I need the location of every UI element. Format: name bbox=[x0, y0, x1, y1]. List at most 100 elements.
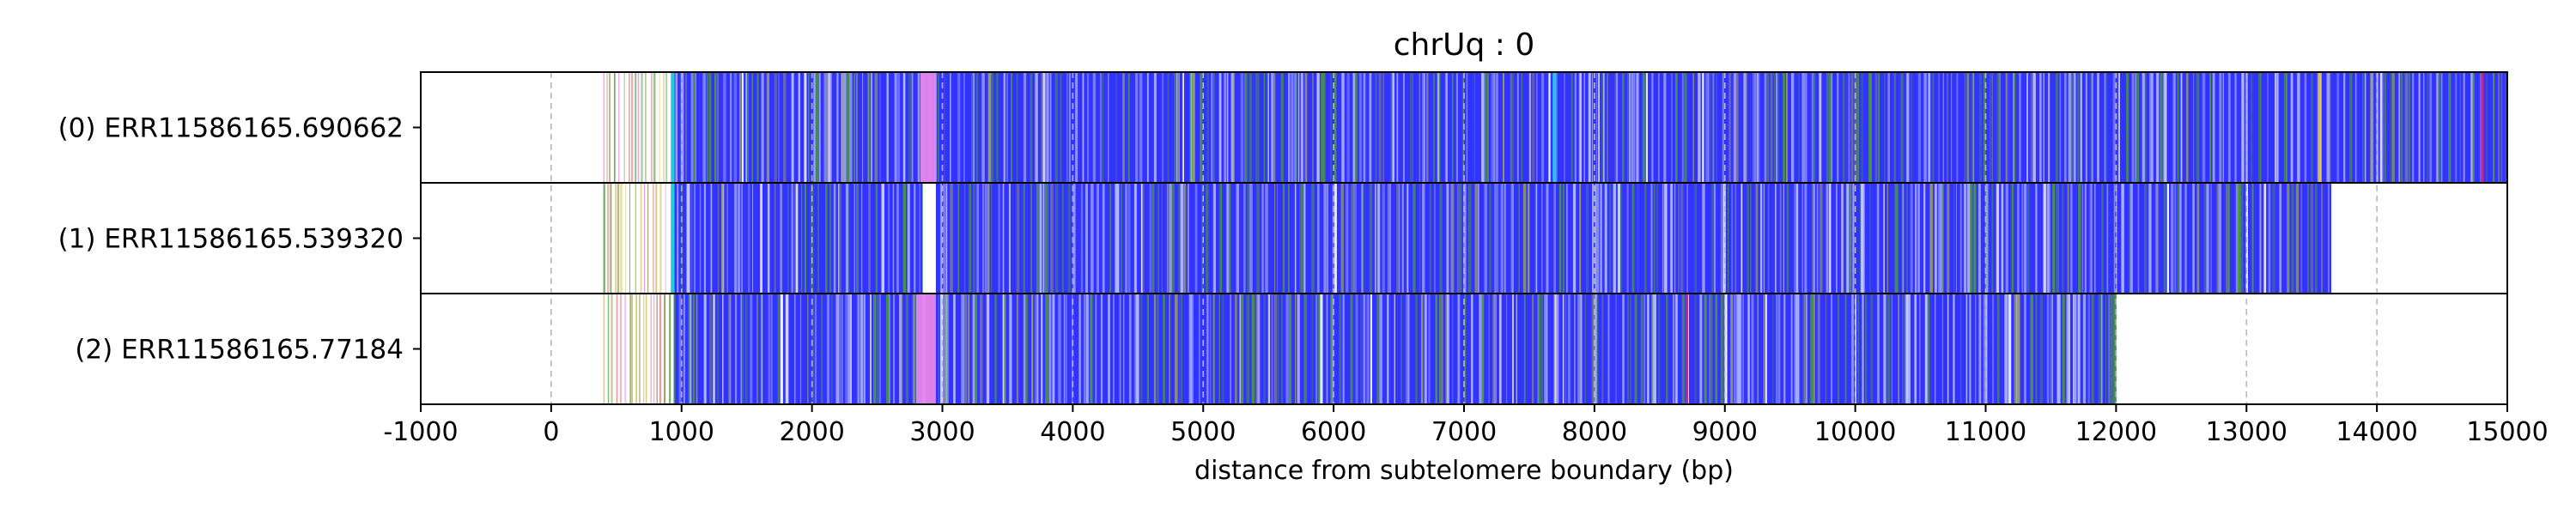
track-mark bbox=[1751, 294, 1754, 404]
track-mark bbox=[1119, 294, 1121, 404]
track-mark bbox=[1643, 294, 1645, 404]
track-mark bbox=[1046, 72, 1049, 183]
track-mark bbox=[796, 183, 799, 294]
track-mark bbox=[987, 183, 990, 294]
track-mark bbox=[841, 294, 843, 404]
track-mark bbox=[625, 183, 627, 294]
track-mark bbox=[950, 72, 951, 183]
track-mark bbox=[1116, 183, 1120, 294]
track-mark bbox=[744, 294, 748, 404]
track-mark bbox=[1681, 72, 1684, 183]
x-tick-label: 14000 bbox=[2336, 417, 2417, 447]
track-mark bbox=[2404, 72, 2407, 183]
track-mark bbox=[2066, 294, 2068, 404]
track-labels: (0) ERR11586165.690662 (1) ERR11586165.53… bbox=[58, 113, 421, 366]
track-mark bbox=[1554, 294, 1557, 404]
track-mark bbox=[1728, 72, 1732, 183]
track-mark bbox=[945, 183, 948, 294]
track-mark bbox=[1516, 72, 1519, 183]
track-mark bbox=[1861, 72, 1863, 183]
track-mark bbox=[635, 294, 637, 404]
track-mark bbox=[862, 72, 864, 183]
track-mark bbox=[1783, 294, 1786, 404]
track-mark bbox=[2048, 183, 2050, 294]
track-mark bbox=[659, 72, 660, 183]
track-mark bbox=[1767, 72, 1770, 183]
track-mark bbox=[1084, 294, 1085, 404]
track-mark bbox=[2258, 72, 2262, 183]
track-mark bbox=[1149, 183, 1151, 294]
track-mark bbox=[1008, 183, 1011, 294]
track-mark bbox=[1562, 294, 1564, 404]
track-mark bbox=[1720, 294, 1723, 404]
track-mark bbox=[1578, 294, 1582, 404]
track-mark bbox=[614, 72, 616, 183]
track-mark bbox=[1891, 294, 1893, 404]
track-mark bbox=[1813, 294, 1815, 404]
track-mark bbox=[708, 72, 712, 183]
track-mark bbox=[912, 294, 915, 404]
track-mark bbox=[1601, 72, 1604, 183]
track-mark bbox=[963, 72, 965, 183]
track-mark bbox=[843, 72, 847, 183]
track-mark bbox=[1955, 183, 1957, 294]
track-mark bbox=[1086, 72, 1090, 183]
track-mark bbox=[1850, 72, 1854, 183]
track-mark bbox=[1811, 72, 1814, 183]
track-mark bbox=[2321, 183, 2323, 294]
track-mark bbox=[2062, 183, 2064, 294]
track-mark bbox=[1942, 72, 1944, 183]
track-mark bbox=[2193, 72, 2195, 183]
track-mark bbox=[2073, 72, 2076, 183]
track-mark bbox=[2006, 294, 2009, 404]
track-mark bbox=[2080, 72, 2082, 183]
track-mark bbox=[1670, 183, 1674, 294]
track-mark bbox=[1967, 183, 1971, 294]
track-mark bbox=[1613, 183, 1616, 294]
track-mark bbox=[1877, 294, 1880, 404]
track-mark bbox=[1577, 294, 1581, 404]
track-mark bbox=[714, 72, 716, 183]
track-mark bbox=[1346, 183, 1349, 294]
track-mark bbox=[665, 72, 667, 183]
track-mark bbox=[1108, 294, 1110, 404]
track-mark bbox=[1157, 183, 1159, 294]
track-mark bbox=[647, 183, 649, 294]
track-mark bbox=[1753, 72, 1757, 183]
track-mark bbox=[2349, 72, 2353, 183]
track-mark bbox=[2408, 72, 2410, 183]
track-row-2 bbox=[603, 294, 2117, 404]
track-mark bbox=[1451, 72, 1454, 183]
track-mark bbox=[814, 294, 817, 404]
track-mark bbox=[2078, 183, 2081, 294]
track-mark bbox=[664, 294, 666, 404]
track-mark bbox=[1785, 72, 1788, 183]
x-tick-label: 15000 bbox=[2466, 417, 2548, 447]
track-mark bbox=[827, 72, 830, 183]
track-mark bbox=[1734, 294, 1736, 404]
track-mark bbox=[1997, 294, 2000, 404]
track-mark bbox=[760, 183, 762, 294]
track-label: (2) ERR11586165.77184 bbox=[75, 335, 404, 366]
track-mark bbox=[1439, 72, 1441, 183]
track-mark bbox=[2185, 72, 2189, 183]
track-mark bbox=[665, 183, 666, 294]
track-mark bbox=[848, 294, 851, 404]
track-mark bbox=[1134, 294, 1138, 404]
track-mark bbox=[1544, 294, 1547, 404]
track-mark bbox=[653, 72, 656, 183]
track-mark bbox=[1479, 294, 1483, 404]
track-mark bbox=[972, 294, 975, 404]
track-mark bbox=[2209, 72, 2211, 183]
track-mark bbox=[1285, 294, 1289, 404]
x-tick-label: 13000 bbox=[2206, 417, 2287, 447]
track-mark bbox=[1992, 294, 1994, 404]
track-mark bbox=[2106, 183, 2109, 294]
track-mark bbox=[610, 183, 612, 294]
track-mark bbox=[2203, 183, 2207, 294]
track-mark bbox=[1820, 72, 1821, 183]
track-mark bbox=[2094, 183, 2096, 294]
track-mark bbox=[1092, 72, 1097, 183]
track-mark bbox=[716, 72, 719, 183]
track-mark bbox=[1191, 294, 1194, 404]
